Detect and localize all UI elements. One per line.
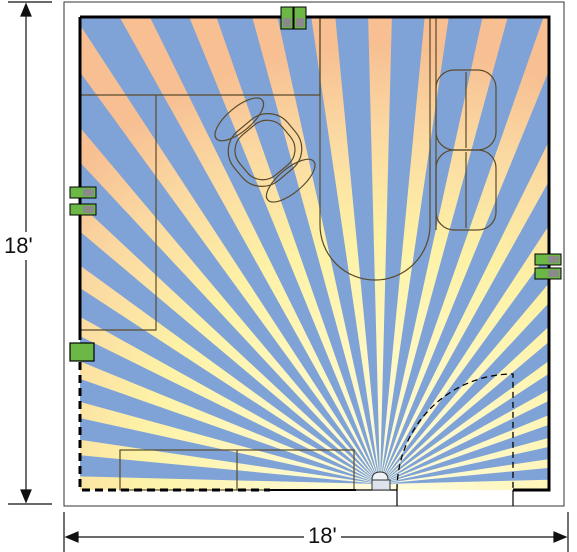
light-beam (380, 400, 549, 484)
light-beams (80, 17, 549, 484)
outer-boundary (63, 1, 565, 507)
furniture (81, 17, 497, 491)
office-chair (214, 97, 316, 203)
light-beam (149, 17, 380, 484)
light-beam (380, 446, 549, 484)
outlets (69, 6, 562, 280)
light-beam (380, 70, 549, 484)
light-beam (380, 424, 549, 484)
light-beam (380, 302, 549, 484)
light-beam (380, 17, 544, 484)
u-shaped-table (319, 17, 431, 281)
light-beam (380, 252, 549, 484)
light-beam (80, 17, 380, 484)
sofa-right-2 (435, 149, 497, 231)
light-beam (80, 72, 380, 484)
light-beam (380, 17, 483, 484)
light-beam (80, 418, 380, 484)
light-beam (80, 231, 380, 484)
duplex-outlet-icon (293, 6, 307, 30)
light-switch-icon (69, 342, 95, 362)
light-beam (335, 17, 380, 484)
light-beam (380, 373, 549, 484)
duplex-outlet-icon (69, 203, 97, 216)
light-beam (80, 162, 380, 484)
light-beam (380, 180, 549, 484)
height-dimension-label: 18' (4, 232, 33, 260)
duplex-outlet-icon (280, 6, 294, 30)
light-beam (277, 17, 380, 484)
light-beam (80, 378, 380, 484)
width-dimension-label: 18' (304, 524, 341, 548)
duplex-outlet-icon (69, 186, 97, 199)
ceiling-spotlight-icon (371, 471, 391, 491)
duplex-outlet-icon (534, 253, 562, 266)
light-beam (380, 341, 549, 484)
light-beam (80, 287, 380, 484)
light-beam (216, 17, 380, 484)
light-beam (380, 17, 425, 484)
light-beam (380, 467, 549, 484)
light-beam (80, 455, 380, 484)
duplex-outlet-icon (534, 267, 562, 280)
door-swing (396, 373, 514, 491)
light-beam (80, 336, 380, 484)
